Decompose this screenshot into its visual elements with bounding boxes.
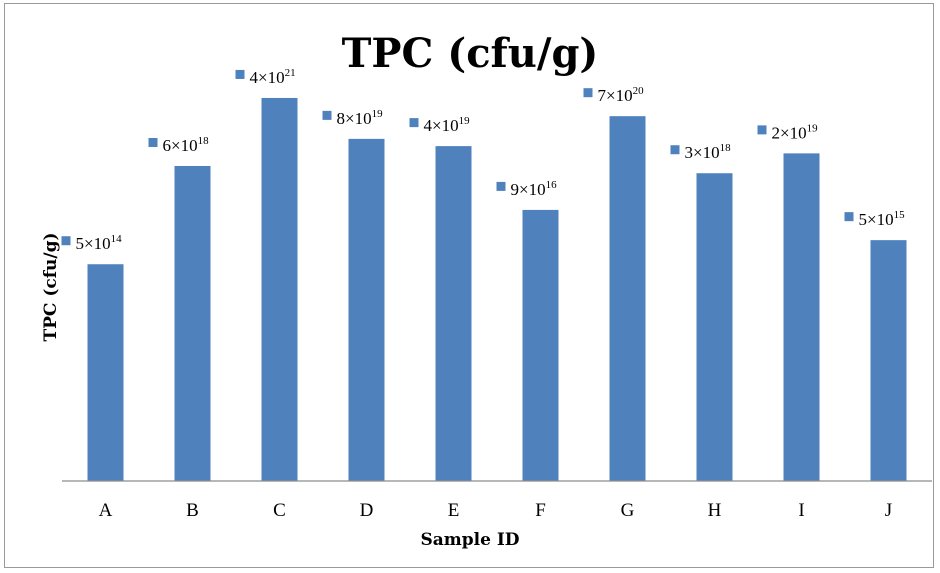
data-label-marker-D [322,110,332,120]
data-label-marker-E [409,118,419,128]
bar-B [174,165,211,481]
bar-I [783,153,820,482]
x-tick-label-B: B [186,500,199,521]
x-tick-label-H: H [708,500,722,521]
data-label-E: 4×1019 [424,115,471,135]
x-tick-label-C: C [273,500,286,521]
bar-A [87,264,124,481]
data-label-marker-B [148,137,158,147]
bar-D [348,138,385,482]
x-tick-label-D: D [360,500,374,521]
data-labels-group: 5×1014 6×1018 4×1021 8×1019 4×1019 9×1016 7×10… [61,67,906,253]
data-label-marker-C [235,69,245,79]
data-label-J: 5×1015 [859,209,906,229]
data-label-marker-J [844,212,854,222]
x-axis-label: Sample ID [420,530,520,550]
bar-H [696,173,733,481]
x-tick-label-G: G [621,500,635,521]
data-label-marker-H [670,145,680,155]
x-tick-label-F: F [535,500,546,521]
bar-J [870,240,907,481]
bar-F [522,209,559,482]
x-tick-label-I: I [798,500,804,521]
bars-group [87,97,907,482]
x-tick-label-E: E [448,500,460,521]
data-label-marker-G [583,88,593,98]
bar-E [435,146,472,482]
data-label-marker-A [61,236,71,246]
chart-title: TPC (cfu/g) [341,30,599,77]
bar-G [609,116,646,481]
data-label-marker-F [496,181,506,191]
x-tick-labels-group: A B C D E F G H I J [99,500,893,521]
x-tick-label-J: J [885,500,892,521]
x-tick-label-A: A [99,500,113,521]
data-label-B: 6×1018 [163,135,210,155]
data-label-I: 2×1019 [772,122,819,142]
data-label-marker-I [757,125,767,135]
data-label-F: 9×1016 [511,179,558,199]
data-label-G: 7×1020 [598,85,645,105]
data-label-H: 3×1018 [685,142,732,162]
data-label-C: 4×1021 [250,67,296,87]
bar-C [261,97,298,481]
data-label-D: 8×1019 [337,108,384,128]
data-label-A: 5×1014 [76,233,123,253]
